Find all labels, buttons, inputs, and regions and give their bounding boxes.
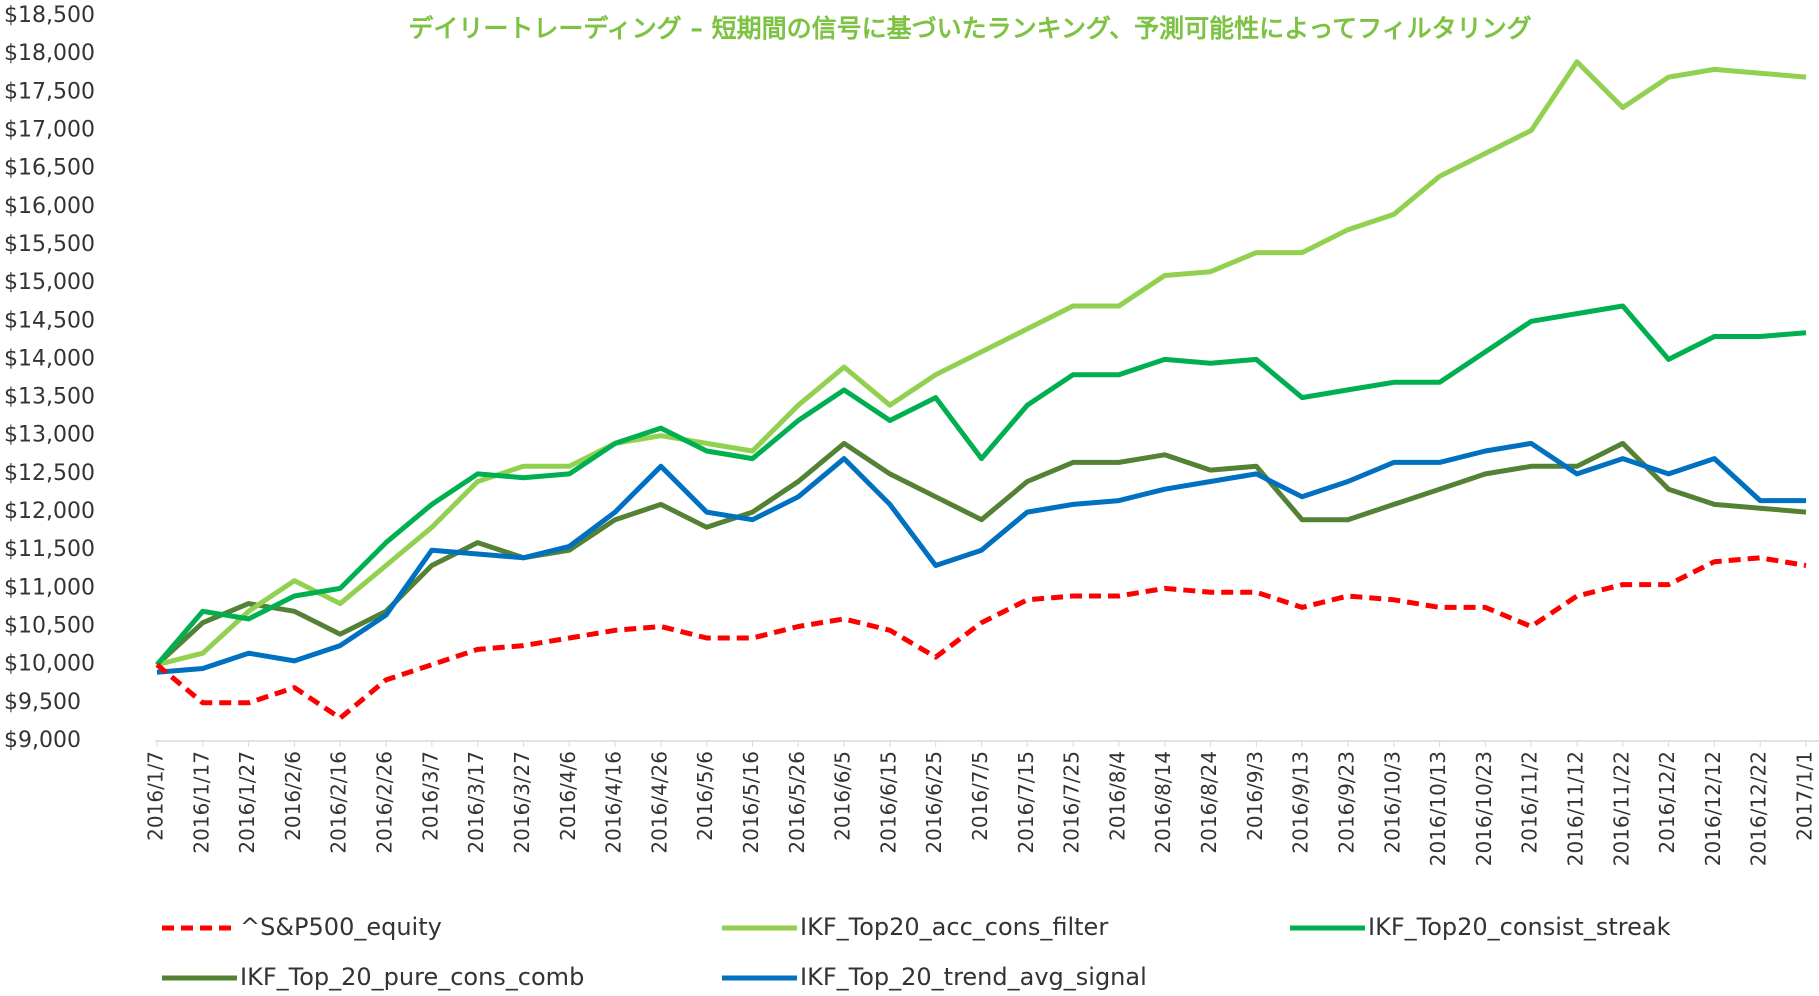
legend-label: ^S&P500_equity (240, 913, 442, 941)
x-tick-label: 2016/4/16 (602, 751, 626, 854)
legend-label: IKF_Top20_consist_streak (1368, 913, 1671, 941)
y-tick-label: $17,000 (4, 117, 95, 142)
series-line (155, 555, 1807, 721)
y-tick-label: $15,000 (4, 270, 95, 295)
x-tick-label: 2016/5/16 (739, 751, 763, 854)
x-tick-label: 2016/10/23 (1472, 751, 1496, 866)
y-tick-label: $18,000 (4, 41, 95, 66)
x-tick-label: 2017/1/1 (1793, 751, 1817, 841)
x-tick-label: 2016/3/27 (510, 751, 534, 854)
x-tick-label: 2016/12/22 (1747, 751, 1771, 866)
x-tick-label: 2016/2/16 (327, 751, 351, 854)
x-tick-label: 2016/7/5 (968, 751, 992, 841)
x-tick-label: 2016/12/2 (1655, 751, 1679, 854)
y-tick-label: $11,000 (4, 575, 95, 600)
x-tick-label: 2016/8/4 (1105, 751, 1129, 841)
legend-label: IKF_Top20_acc_cons_filter (800, 913, 1108, 941)
series-line (155, 303, 1807, 667)
x-tick-label: 2016/5/6 (693, 751, 717, 841)
y-tick-label: $15,500 (4, 232, 95, 257)
series-line (156, 440, 1806, 675)
y-tick-label: $9,500 (4, 690, 81, 715)
x-tick-label: 2016/5/26 (785, 751, 809, 854)
y-tick-label: $17,500 (4, 79, 95, 104)
x-tick-label: 2016/6/25 (922, 751, 946, 854)
x-tick-label: 2016/4/26 (647, 751, 671, 854)
x-tick-label: 2016/10/3 (1380, 751, 1404, 854)
y-tick-label: $9,000 (4, 728, 81, 753)
x-tick-label: 2016/9/3 (1243, 751, 1267, 841)
x-tick-label: 2016/8/14 (1151, 751, 1175, 854)
y-tick-label: $12,500 (4, 461, 95, 486)
series-line (156, 59, 1807, 668)
y-tick-label: $11,500 (4, 537, 95, 562)
x-tick-label: 2016/1/7 (144, 751, 168, 841)
x-tick-label: 2016/6/5 (831, 751, 855, 841)
y-tick-label: $10,500 (4, 614, 95, 639)
x-tick-label: 2016/11/22 (1609, 751, 1633, 866)
chart-title: デイリートレーディング – 短期間の信号に基づいたランキング、予測可能性によって… (408, 14, 1531, 43)
y-tick-label: $16,000 (4, 194, 95, 219)
x-tick-label: 2016/11/2 (1518, 751, 1542, 854)
x-tick-label: 2016/8/24 (1197, 751, 1221, 854)
x-tick-label: 2016/7/25 (1060, 751, 1084, 854)
x-tick-label: 2016/12/12 (1701, 751, 1725, 866)
y-tick-label: $14,000 (4, 346, 95, 371)
x-tick-label: 2016/7/15 (1014, 751, 1038, 854)
x-tick-label: 2016/9/23 (1334, 751, 1358, 854)
x-tick-label: 2016/10/13 (1426, 751, 1450, 866)
x-tick-label: 2016/1/17 (189, 751, 213, 854)
series-line (155, 440, 1807, 667)
y-tick-label: $14,500 (4, 308, 95, 333)
x-tick-label: 2016/9/13 (1289, 751, 1313, 854)
y-tick-label: $16,500 (4, 156, 95, 181)
y-tick-label: $10,000 (4, 652, 95, 677)
x-tick-label: 2016/11/12 (1563, 751, 1587, 866)
x-tick-label: 2016/1/27 (235, 751, 259, 854)
y-tick-label: $13,500 (4, 385, 95, 410)
legend-label: IKF_Top_20_trend_avg_signal (800, 963, 1147, 991)
x-tick-label: 2016/4/6 (556, 751, 580, 841)
x-tick-label: 2016/2/6 (281, 751, 305, 841)
legend-label: IKF_Top_20_pure_cons_comb (240, 963, 584, 991)
y-tick-label: $18,500 (4, 3, 95, 28)
y-tick-label: $13,000 (4, 423, 95, 448)
x-tick-label: 2016/2/26 (373, 751, 397, 854)
x-tick-label: 2016/6/15 (876, 751, 900, 854)
x-tick-label: 2016/3/17 (464, 751, 488, 854)
x-tick-label: 2016/3/7 (418, 751, 442, 841)
y-tick-label: $12,000 (4, 499, 95, 524)
